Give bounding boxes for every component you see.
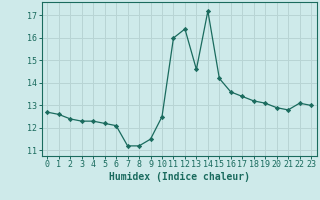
- X-axis label: Humidex (Indice chaleur): Humidex (Indice chaleur): [109, 172, 250, 182]
